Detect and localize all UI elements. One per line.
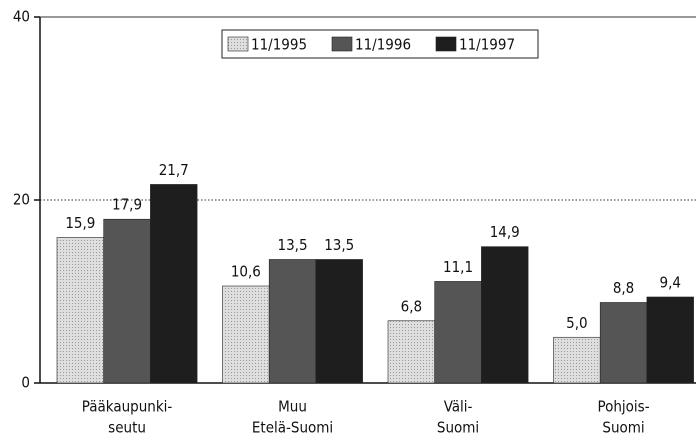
value-label: 10,6	[231, 263, 261, 281]
bar	[56, 237, 105, 384]
x-tick-label: Muu	[278, 398, 307, 416]
x-tick-label: Etelä-Suomi	[252, 419, 333, 437]
legend-swatch	[435, 36, 457, 52]
x-tick-label: Pohjois-	[598, 398, 650, 416]
bar	[268, 259, 317, 384]
legend-label: 11/1997	[459, 36, 515, 54]
bar	[646, 296, 694, 384]
value-label: 21,7	[159, 161, 189, 179]
legend-box	[221, 29, 539, 59]
legend-label: 11/1996	[355, 36, 411, 54]
bar	[103, 218, 151, 384]
x-tick-label: Pääkaupunki-	[82, 398, 173, 416]
value-label: 13,5	[278, 236, 308, 254]
y-tick-label: 0	[21, 374, 30, 392]
y-tick-label: 20	[13, 191, 30, 209]
value-label: 8,8	[613, 279, 634, 297]
legend-swatch	[331, 36, 353, 52]
bar	[481, 246, 529, 384]
value-label: 9,4	[660, 273, 681, 291]
bar	[222, 285, 270, 384]
legend-label: 11/1995	[251, 36, 307, 54]
value-label: 6,8	[401, 297, 422, 315]
bar	[315, 259, 363, 384]
bar	[387, 320, 436, 384]
x-tick-label: Väli-	[444, 398, 473, 416]
value-label: 14,9	[490, 223, 520, 241]
y-tick-label: 40	[13, 8, 30, 26]
bar	[599, 302, 648, 384]
bar	[150, 184, 198, 384]
value-label: 15,9	[65, 214, 95, 232]
x-tick-label: Suomi	[437, 419, 479, 437]
value-label: 11,1	[443, 258, 473, 276]
value-label: 13,5	[324, 236, 354, 254]
value-label: 17,9	[112, 196, 142, 214]
value-label: 5,0	[566, 314, 587, 332]
legend-swatch	[227, 36, 249, 52]
x-tick-label: Suomi	[602, 419, 644, 437]
bar	[553, 336, 601, 384]
x-tick-label: seutu	[108, 419, 146, 437]
bar	[434, 281, 482, 384]
